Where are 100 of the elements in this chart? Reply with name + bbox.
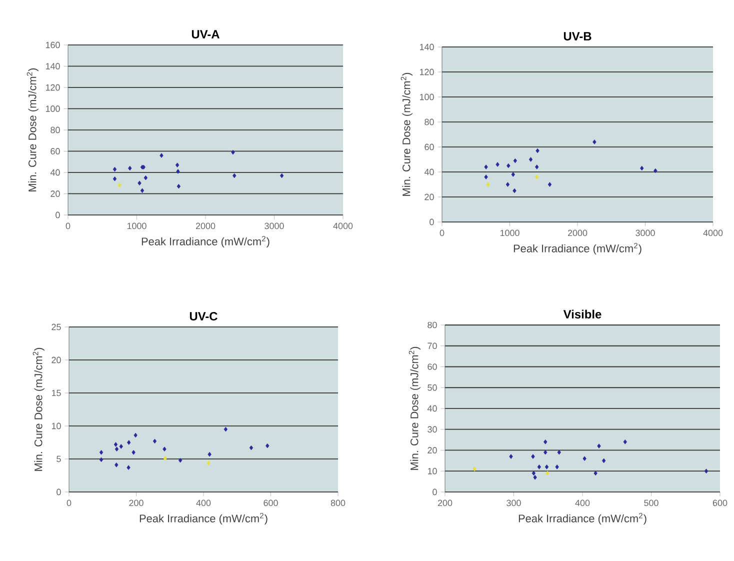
point <box>537 464 542 470</box>
point <box>99 457 104 462</box>
y-axis-title: Min. Cure Dose (mJ/cm$^{2}$) <box>26 68 38 192</box>
x-tick-label: 4000 <box>333 222 353 230</box>
point <box>532 470 536 476</box>
y-tick-label: 80 <box>424 118 434 126</box>
x-tick-label: 800 <box>330 500 346 506</box>
x-tick-label: 200 <box>129 500 144 506</box>
point <box>531 454 535 459</box>
y-tick-label: 40 <box>427 405 437 412</box>
point <box>602 458 606 464</box>
point <box>266 443 270 448</box>
chart-title: UV-C <box>190 312 218 320</box>
y-tick-label: 10 <box>428 468 437 474</box>
point <box>486 182 490 187</box>
chart-title: UV-B <box>564 32 592 40</box>
y-tick-label: 140 <box>420 44 434 50</box>
point <box>231 150 235 155</box>
y-tick-label: 50 <box>428 384 437 391</box>
y-tick-label: 60 <box>50 148 60 154</box>
x-tick-label: 0 <box>66 222 70 230</box>
point <box>249 445 254 450</box>
x-tick-label: 300 <box>506 500 521 506</box>
x-tick-label: 200 <box>438 500 452 506</box>
point <box>506 163 510 168</box>
point <box>704 468 708 474</box>
point <box>544 439 548 444</box>
y-tick-label: 25 <box>52 324 61 330</box>
chart-title: UV-A <box>192 30 220 38</box>
point <box>160 153 164 158</box>
y-tick-label: 120 <box>46 84 60 91</box>
point <box>175 162 180 168</box>
point <box>557 450 561 455</box>
y-tick-label: 70 <box>428 342 437 350</box>
point <box>623 439 627 444</box>
point <box>138 180 142 186</box>
chart-title: Visible <box>563 310 602 318</box>
x-tick-label: 3000 <box>636 230 655 236</box>
point <box>597 444 601 448</box>
point <box>511 172 515 177</box>
point <box>112 166 117 172</box>
y-axis-title: Min. Cure Dose (mJ/cm$^{2}$) <box>408 346 420 470</box>
point <box>176 184 181 189</box>
x-axis-title: Peak Irradiance (mW/cm$^{2}$) <box>518 512 646 525</box>
point <box>654 168 658 174</box>
point <box>178 458 182 463</box>
point <box>484 174 488 180</box>
point <box>119 444 123 449</box>
x-tick-label: 500 <box>644 500 658 506</box>
point <box>594 470 598 476</box>
point <box>509 454 513 459</box>
y-tick-label: 80 <box>428 322 437 328</box>
y-tick-label: 140 <box>46 63 60 70</box>
y-tick-label: 20 <box>52 356 61 364</box>
point <box>114 442 118 447</box>
point <box>127 440 131 445</box>
x-tick-label: 3000 <box>264 222 284 230</box>
point <box>582 456 586 461</box>
y-tick-label: 40 <box>424 168 434 176</box>
point <box>99 450 104 455</box>
point <box>536 148 540 154</box>
point <box>176 169 180 174</box>
y-tick-label: 100 <box>420 94 434 100</box>
x-tick-label: 2000 <box>196 222 216 230</box>
point <box>280 173 284 178</box>
y-tick-label: 0 <box>56 212 60 218</box>
y-tick-label: 40 <box>50 169 60 176</box>
point <box>128 166 132 171</box>
x-tick-label: 400 <box>196 500 211 506</box>
point <box>528 157 533 162</box>
point <box>548 182 552 187</box>
y-axis-title: Min. Cure Dose (mJ/cm$^{2}$) <box>400 72 412 196</box>
x-tick-label: 0 <box>440 230 444 236</box>
point <box>512 188 516 194</box>
x-tick-label: 1000 <box>500 230 520 236</box>
point <box>535 174 539 180</box>
point <box>513 158 518 164</box>
y-tick-label: 20 <box>428 447 437 454</box>
point <box>132 450 136 455</box>
y-tick-label: 80 <box>50 126 60 134</box>
point <box>544 464 549 470</box>
point <box>163 456 168 461</box>
y-tick-label: 15 <box>52 390 61 396</box>
point <box>206 460 210 466</box>
point <box>555 464 559 470</box>
x-tick-label: 4000 <box>703 230 723 236</box>
y-axis-title: Min. Cure Dose (mJ/cm$^{2}$) <box>32 348 44 471</box>
point <box>152 438 157 444</box>
point <box>472 466 476 472</box>
point <box>546 470 550 476</box>
x-axis-title: Peak Irradiance (mW/cm$^{2}$) <box>142 236 270 248</box>
x-axis-title: Peak Irradiance (mW/cm$^{2}$) <box>140 512 268 525</box>
point <box>112 176 117 182</box>
point <box>126 465 130 470</box>
point <box>533 474 537 480</box>
y-tick-label: 10 <box>52 422 61 430</box>
point <box>592 140 596 144</box>
x-tick-label: 2000 <box>568 230 588 236</box>
y-tick-label: 160 <box>46 42 60 48</box>
y-tick-label: 30 <box>428 426 437 433</box>
